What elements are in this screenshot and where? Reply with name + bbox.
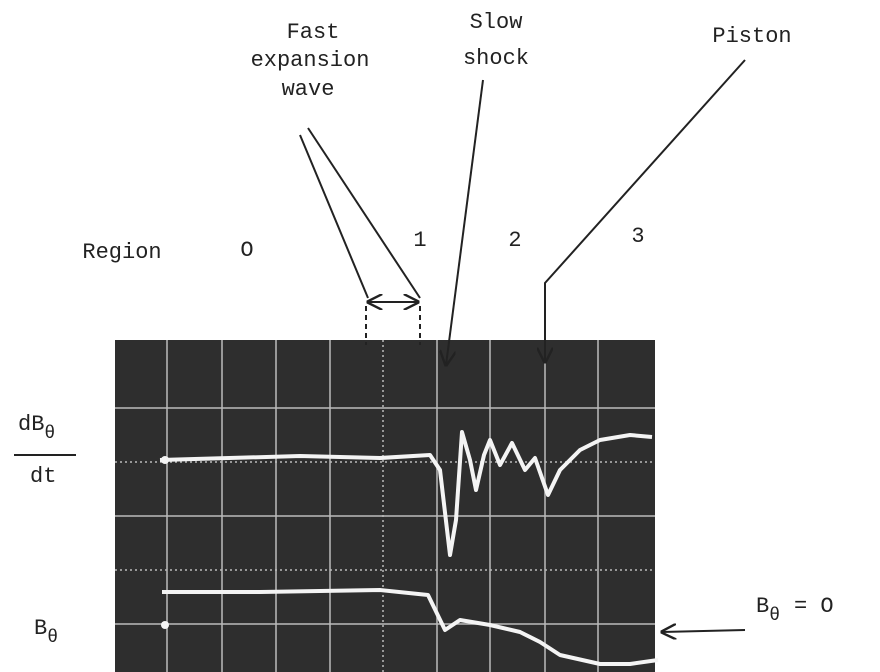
label: 2	[508, 228, 521, 253]
label: Bθ = O	[756, 594, 834, 626]
label: θ	[44, 424, 55, 444]
label: B	[34, 616, 47, 641]
pointer	[446, 80, 483, 365]
label: Fast	[287, 20, 340, 45]
label: Region	[82, 240, 161, 265]
label: B	[756, 594, 769, 619]
label: dt	[30, 464, 56, 489]
label: θ	[47, 628, 58, 648]
trace-marker	[161, 456, 169, 464]
label: 3	[631, 224, 644, 249]
scope-screen	[115, 340, 655, 672]
label: Slow	[470, 10, 523, 35]
pointer	[308, 128, 420, 298]
pointer	[300, 135, 368, 298]
pointer	[662, 630, 745, 632]
trace-marker	[161, 621, 169, 629]
label: Bθ	[34, 616, 58, 648]
figure: Fast expansion wave Slow shock Piston Re…	[0, 0, 880, 672]
label: = O	[794, 594, 834, 619]
label: dB	[18, 412, 44, 437]
label: dBθ	[18, 412, 55, 444]
label: expansion	[251, 48, 370, 73]
label: Piston	[712, 24, 791, 49]
label: wave	[282, 77, 335, 102]
label: 1	[413, 228, 426, 253]
label: θ	[769, 606, 780, 626]
label: shock	[463, 46, 529, 71]
pointer	[545, 60, 745, 362]
label: O	[240, 238, 253, 263]
